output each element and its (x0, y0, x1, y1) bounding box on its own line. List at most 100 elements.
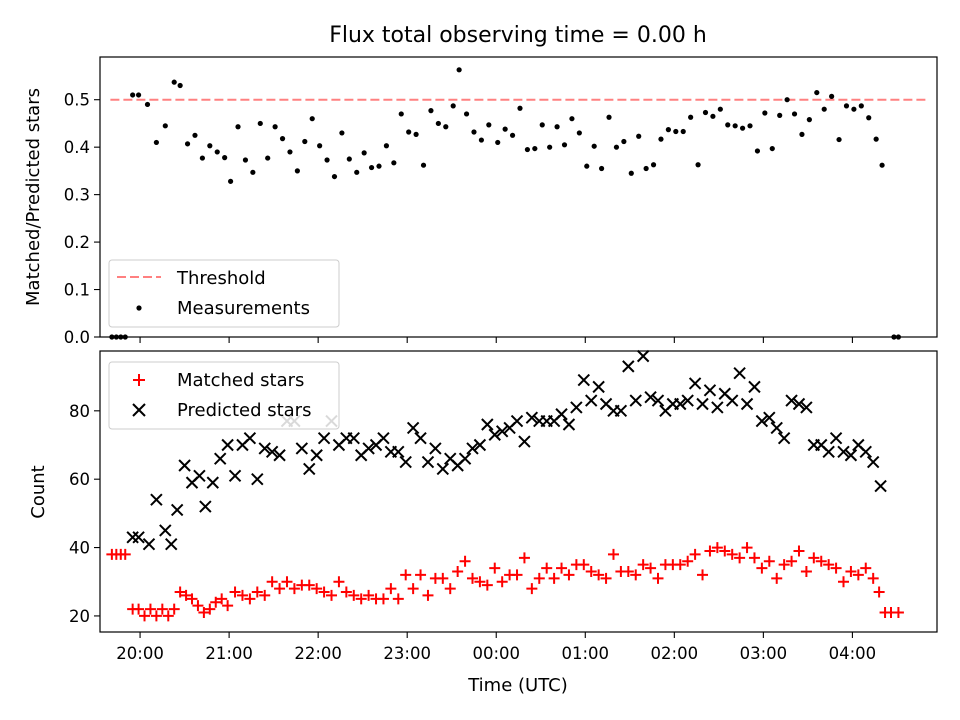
measurement-point (265, 155, 271, 161)
x-axis-label: Time (UTC) (467, 675, 568, 696)
matched-star-point (511, 569, 523, 581)
predicted-star-point (488, 428, 501, 441)
measurement-point (391, 160, 397, 166)
matched-star-point (541, 562, 553, 574)
matched-star-point (340, 586, 352, 598)
measurement-point (891, 334, 897, 340)
predicted-star-point (362, 442, 375, 455)
matched-star-point (600, 572, 612, 584)
matched-star-point (719, 545, 731, 557)
matched-star-point (244, 593, 256, 605)
matched-star-point (637, 559, 649, 571)
matched-star-point (823, 559, 835, 571)
measurement-point (118, 334, 124, 340)
measurement-point (866, 115, 872, 121)
predicted-star-point (206, 476, 219, 489)
measurement-point (135, 92, 142, 98)
matched-star-point (815, 555, 827, 567)
y-tick-label: 0.5 (64, 91, 90, 110)
predicted-star-point (844, 449, 858, 462)
measurement-point (207, 143, 213, 149)
predicted-star-point (421, 455, 435, 469)
measurement-point (576, 130, 582, 136)
matched-star-point (348, 589, 360, 601)
measurement-point (199, 155, 205, 161)
predicted-star-point (142, 537, 156, 551)
matched-star-point (533, 572, 545, 584)
matched-star-point (741, 542, 753, 554)
measurement-point (250, 169, 256, 175)
measurement-point (606, 114, 612, 120)
predicted-star-point (866, 455, 880, 469)
measurement-point (331, 173, 338, 180)
matched-star-point (288, 583, 300, 595)
matched-star-point (526, 583, 538, 595)
measurement-point (613, 144, 620, 150)
predicted-star-point (150, 493, 163, 506)
y-tick-label: 0.4 (64, 138, 90, 157)
predicted-star-point (740, 397, 754, 411)
measurement-point (895, 334, 902, 340)
measurement-point (294, 168, 300, 174)
matched-star-point (274, 583, 286, 595)
measurement-point (272, 124, 278, 130)
measurement-point (346, 156, 352, 162)
predicted-star-point (585, 394, 598, 407)
predicted-star-point (458, 452, 472, 465)
x-tick-label: 04:00 (829, 644, 877, 663)
matched-star-point (645, 562, 657, 574)
matched-star-point (674, 559, 686, 571)
predicted-star-point (392, 445, 405, 459)
predicted-star-point (406, 421, 420, 435)
predicted-star-point (703, 384, 717, 397)
matched-star-point (311, 583, 323, 595)
matched-star-point (786, 555, 798, 567)
y-tick-label: 80 (69, 402, 90, 421)
predicted-star-point (592, 380, 605, 394)
predicted-star-point (518, 435, 531, 448)
measurement-point (171, 79, 177, 85)
predicted-star-point (622, 360, 635, 373)
predicted-star-point (688, 377, 702, 390)
measurement-point (376, 163, 382, 169)
measurement-point (456, 67, 462, 73)
y-tick-label: 0.2 (64, 233, 90, 252)
y-tick-label: 40 (69, 539, 90, 558)
matched-star-point (363, 589, 375, 601)
matched-star-point (156, 603, 168, 615)
predicted-star-point (763, 411, 776, 424)
x-tick-label: 23:00 (383, 644, 431, 663)
matched-star-point (303, 579, 315, 591)
predicted-star-point (510, 414, 524, 428)
measurement-point (539, 122, 545, 128)
predicted-star-point (436, 462, 450, 476)
measurement-point (130, 92, 136, 98)
measurement-point (413, 131, 419, 137)
top-panel-y-label: Matched/Predicted stars (23, 88, 44, 306)
matched-star-point (222, 600, 234, 612)
bottom-panel-y-ticks: 20 40 60 80 (69, 402, 100, 626)
measurement-point (791, 111, 798, 117)
matched-star-point (392, 593, 404, 605)
matched-star-point (377, 593, 389, 605)
matched-star-point (385, 583, 397, 595)
measurement-point (739, 125, 746, 131)
predicted-star-point (748, 380, 761, 394)
predicted-star-point (165, 537, 178, 551)
measurement-point (235, 124, 241, 130)
measurement-point (517, 105, 523, 111)
matched-star-point (474, 576, 486, 588)
predicted-star-point (562, 418, 576, 431)
measurement-point (554, 124, 560, 130)
measurement-point (495, 139, 501, 146)
measurement-point (109, 334, 115, 340)
matched-star-point (192, 600, 204, 612)
matched-star-point (259, 589, 271, 601)
predicted-star-point (874, 479, 887, 493)
measurement-point (814, 89, 820, 96)
predicted-star-point (303, 462, 316, 476)
measurement-point (754, 148, 761, 154)
predicted-star-point (570, 401, 583, 414)
predicted-star-point (258, 442, 271, 455)
measurement-point (829, 93, 835, 99)
